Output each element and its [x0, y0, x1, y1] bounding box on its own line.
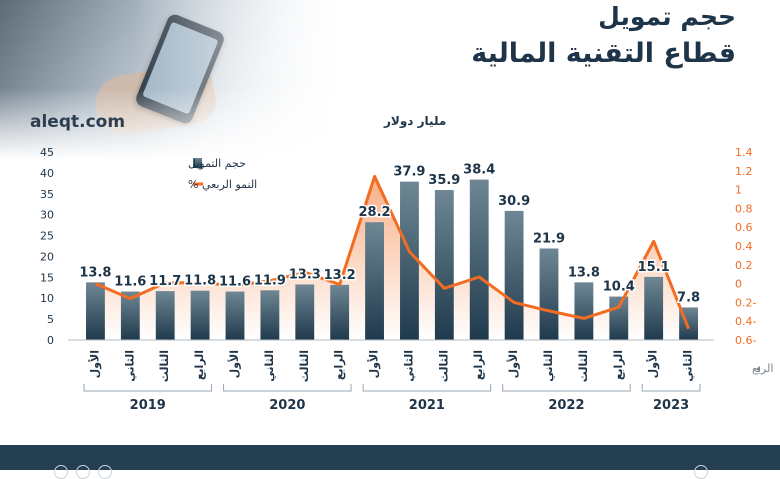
bar: [505, 211, 524, 340]
year-label: 2019: [130, 398, 166, 413]
bar: [260, 290, 279, 340]
left-axis-tick: 40: [40, 167, 54, 180]
bar: [365, 222, 384, 340]
quarter-label: الأول: [87, 350, 101, 378]
right-axis-tick: 1: [735, 184, 742, 197]
social-icon[interactable]: [98, 465, 112, 479]
quarter-label: الرابع: [333, 350, 346, 380]
year-bracket: [363, 384, 491, 391]
bar: [400, 182, 419, 340]
bar: [574, 282, 593, 340]
bar-value-label: 10.4: [603, 280, 635, 295]
left-axis-tick: 0: [47, 334, 54, 347]
right-axis-tick: 1.2: [735, 165, 753, 178]
social-icon[interactable]: [76, 465, 90, 479]
quarter-label: الأول: [506, 350, 520, 378]
bar-value-label: 28.2: [359, 205, 391, 220]
bar-value-label: 21.9: [533, 232, 565, 247]
bar: [609, 297, 628, 340]
bar: [330, 285, 349, 340]
bar-value-label: 11.7: [149, 274, 181, 289]
bar-value-label: 13.8: [568, 265, 600, 280]
funding-chart: 0 5 10 15 20 25 30 35 40 45 0.6- 0.4- 0.2- 0 0.2 0.4 0.6…: [0, 0, 780, 445]
quarter-label: الأول: [227, 350, 241, 378]
bar-value-label: 38.4: [463, 163, 495, 178]
right-axis-tick: 1.4: [735, 146, 753, 159]
quarter-label: الرابع: [193, 350, 206, 380]
bar: [540, 249, 559, 340]
year-label: 2022: [548, 398, 584, 413]
bar-value-label: 11.6: [114, 275, 146, 290]
left-axis-tick: 10: [40, 292, 54, 305]
bar-value-label: 35.9: [428, 173, 460, 188]
quarter-label: الأول: [646, 350, 660, 378]
bar: [226, 292, 245, 340]
legend-line-label: النمو الربعي %: [188, 178, 257, 191]
left-axis-tick: 30: [40, 209, 54, 222]
right-axis-tick: 0.6-: [735, 334, 756, 347]
bar-value-label: 7.8: [677, 290, 700, 305]
quarter-label: الثالث: [158, 350, 171, 382]
right-axis-tick: 0.4-: [735, 315, 756, 328]
left-axis-tick: 15: [40, 271, 54, 284]
right-axis-tick: 0.2-: [735, 296, 756, 309]
quarter-label: الأول: [367, 350, 381, 378]
bar-value-label: 13.2: [324, 268, 356, 283]
quarter-label: الثاني: [542, 350, 555, 382]
left-axis-tick: 25: [40, 230, 54, 243]
bar: [191, 291, 210, 340]
left-axis-tick: 5: [47, 313, 54, 326]
right-axis-tick: 0.6: [735, 221, 753, 234]
left-axis-tick: 35: [40, 188, 54, 201]
bar-value-label: 11.8: [184, 274, 216, 289]
quarter-label: الرابع: [612, 350, 625, 380]
bar-value-label: 15.1: [638, 260, 670, 275]
quarter-label: الرابع: [472, 350, 485, 380]
quarter-label: الثاني: [123, 350, 136, 382]
year-label: 2020: [269, 398, 305, 413]
social-icon[interactable]: [54, 465, 68, 479]
bar: [86, 282, 105, 340]
quarter-label: الثاني: [682, 350, 695, 382]
quarter-label: الثالث: [437, 350, 450, 382]
bar: [435, 190, 454, 340]
year-bracket: [224, 384, 352, 391]
legend-bar-label: حجم التمويل: [188, 157, 246, 170]
quarter-axis-label: الربع: [752, 362, 773, 375]
growth-area: [95, 176, 688, 340]
right-axis-tick: 0.8: [735, 202, 753, 215]
year-bracket: [503, 384, 631, 391]
bar: [295, 284, 314, 340]
year-bracket: [642, 384, 700, 391]
quarter-label: الثالث: [577, 350, 590, 382]
left-axis-tick: 20: [40, 250, 54, 263]
footer-bar: [0, 445, 780, 470]
year-label: 2021: [409, 398, 445, 413]
left-axis-tick: 45: [40, 146, 54, 159]
bar-value-label: 11.6: [219, 275, 251, 290]
right-axis-tick: 0.2: [735, 259, 753, 272]
bar-value-label: 13.8: [79, 265, 111, 280]
right-axis-tick: 0: [735, 278, 742, 291]
year-bracket: [84, 384, 212, 391]
bar: [644, 277, 663, 340]
bar-value-label: 11.9: [254, 273, 286, 288]
bar-value-label: 37.9: [393, 165, 425, 180]
right-axis-tick: 0.4: [735, 240, 753, 253]
social-icon[interactable]: [694, 465, 708, 479]
quarter-label: الثالث: [298, 350, 311, 382]
quarter-label: الثاني: [263, 350, 276, 382]
bar-value-label: 30.9: [498, 194, 530, 209]
bar: [470, 180, 489, 340]
year-label: 2023: [653, 398, 689, 413]
bar: [156, 291, 175, 340]
bar-value-label: 13.3: [289, 267, 321, 282]
quarter-label: الثاني: [402, 350, 415, 382]
